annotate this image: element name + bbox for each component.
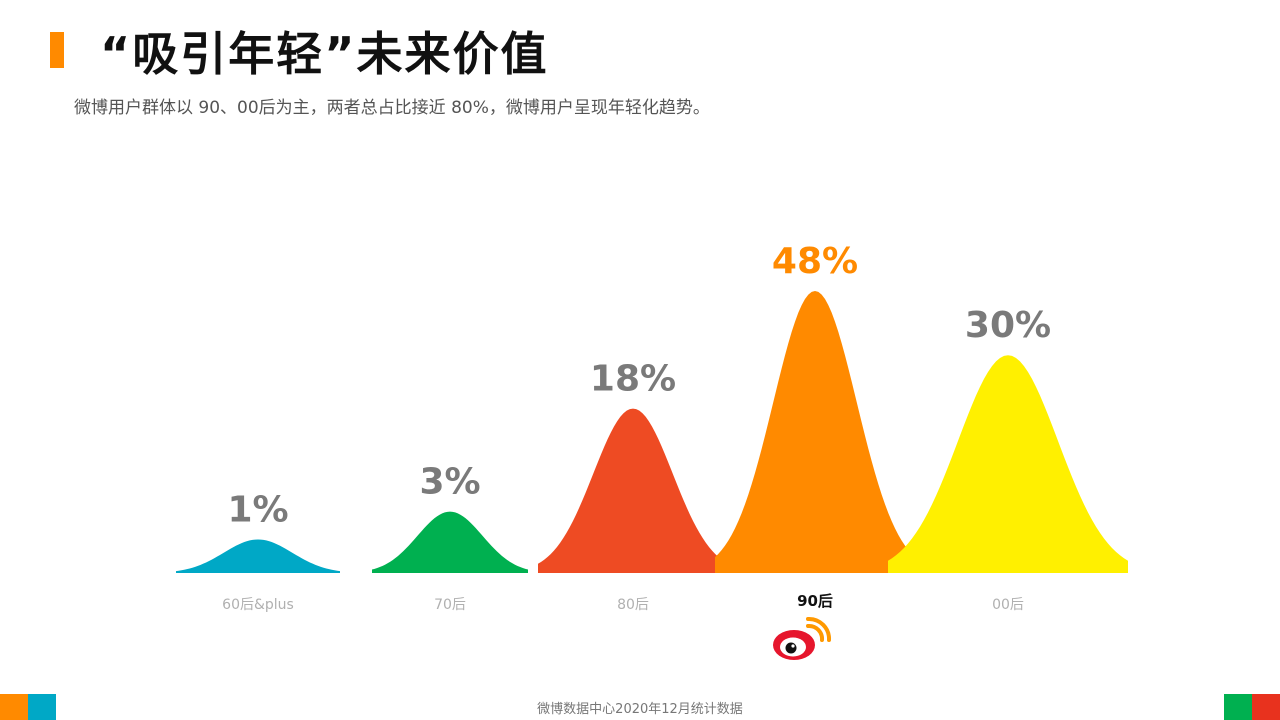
corner-block-red (1252, 694, 1280, 720)
bell-area-0 (176, 539, 340, 573)
corner-block-blue (28, 694, 56, 720)
value-label-4: 30% (965, 305, 1051, 346)
corner-block-green (1224, 694, 1252, 720)
bell-chart: 1% 60后&plus 3% 70后 18% 80后 48% 90后 30% 00后 (176, 241, 1128, 613)
category-label-4: 00后 (992, 597, 1024, 613)
page-title: “吸引年轻”未来价值 (100, 27, 549, 81)
category-label-0: 60后&plus (222, 597, 294, 613)
bell-area-4 (888, 355, 1128, 573)
value-label-1: 3% (419, 462, 480, 503)
bell-area-1 (372, 511, 528, 573)
value-label-0: 1% (227, 489, 288, 530)
value-label-3: 48% (772, 241, 858, 282)
weibo-logo-icon (773, 617, 831, 660)
bell-area-3 (715, 291, 915, 573)
category-label-3: 90后 (797, 592, 833, 610)
category-label-1: 70后 (434, 597, 466, 613)
value-label-2: 18% (590, 359, 676, 400)
corner-block-orange (0, 694, 28, 720)
page-subtitle: 微博用户群体以 90、00后为主，两者总占比接近 80%，微博用户呈现年轻化趋势… (74, 98, 710, 118)
source-note: 微博数据中心2020年12月统计数据 (537, 702, 743, 717)
category-label-2: 80后 (617, 597, 649, 613)
title-accent-bar (50, 32, 64, 68)
bell-area-2 (538, 408, 728, 573)
